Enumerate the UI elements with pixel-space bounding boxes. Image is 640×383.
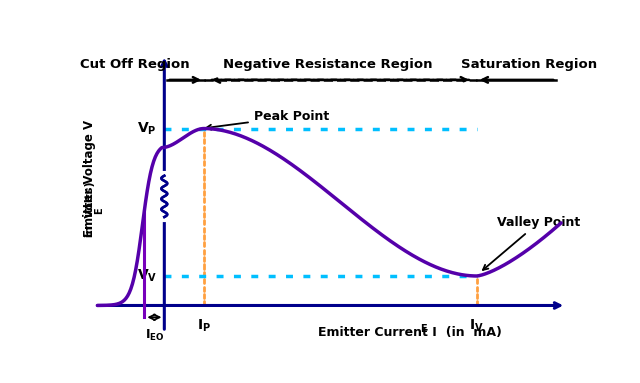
Text: Negative Resistance Region: Negative Resistance Region [223,58,433,71]
Text: E: E [94,208,104,214]
Text: Emitter Voltage V: Emitter Voltage V [83,120,97,237]
Text: $\mathbf{I_P}$: $\mathbf{I_P}$ [197,317,211,334]
Text: Valley Point: Valley Point [483,216,580,270]
Text: (in  mA): (in mA) [437,326,502,339]
Text: Cut Off Region: Cut Off Region [80,58,189,71]
Text: Emitter Current I: Emitter Current I [318,326,437,339]
Text: $\mathbf{V_P}$: $\mathbf{V_P}$ [137,120,157,137]
Text: Saturation Region: Saturation Region [461,58,597,71]
Text: $\mathbf{V_V}$: $\mathbf{V_V}$ [136,268,157,284]
Text: E: E [420,324,426,334]
Text: $\mathbf{I_{EO}}$: $\mathbf{I_{EO}}$ [145,327,164,343]
Text: Peak Point: Peak Point [206,110,329,130]
Text: $\mathbf{I_V}$: $\mathbf{I_V}$ [469,317,484,334]
Text: in  Volts): in Volts) [85,181,95,241]
